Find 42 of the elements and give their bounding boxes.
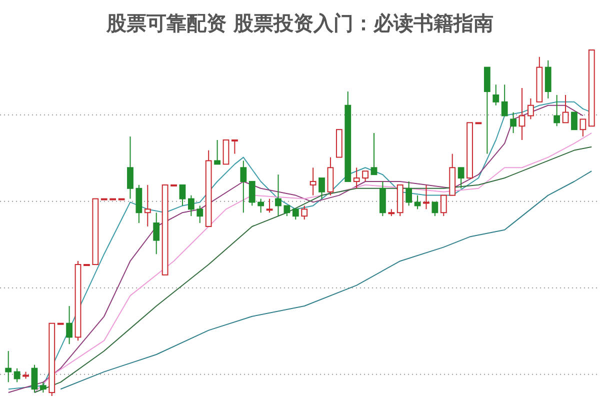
candlestick xyxy=(554,94,560,127)
candlestick xyxy=(571,112,578,130)
candlestick xyxy=(440,194,447,217)
candlestick xyxy=(528,98,534,120)
candlestick xyxy=(310,167,316,196)
candlestick xyxy=(406,180,412,206)
candlestick xyxy=(318,178,325,200)
candlestick xyxy=(275,174,282,217)
candlestick xyxy=(423,184,430,210)
candlestick xyxy=(214,139,220,165)
candlestick xyxy=(414,194,421,210)
candlestick xyxy=(179,184,186,206)
candlestick xyxy=(458,167,464,189)
candlestick xyxy=(580,118,586,137)
candlestick xyxy=(31,364,38,394)
candlestick xyxy=(144,184,151,227)
candlestick xyxy=(66,306,72,345)
candlestick xyxy=(196,205,204,224)
candlestick xyxy=(510,112,516,134)
candlestick xyxy=(40,382,46,394)
candlestick xyxy=(492,84,500,106)
candlestick xyxy=(127,136,134,200)
candlestick xyxy=(5,350,12,383)
candlestick xyxy=(501,84,508,116)
candlestick xyxy=(292,208,299,220)
chart-title: 股票可靠配资 股票投资入门：必读书籍指南 xyxy=(106,11,494,35)
candlestick xyxy=(188,194,194,217)
candlestick xyxy=(266,198,273,214)
candlestick xyxy=(232,139,238,154)
candlestick xyxy=(518,88,526,140)
candlestick xyxy=(432,202,438,217)
candlestick xyxy=(258,198,264,214)
candlestick xyxy=(353,167,360,189)
candlestick xyxy=(248,180,256,206)
candlestick xyxy=(153,212,160,255)
candlestick xyxy=(240,160,247,214)
candlestick xyxy=(362,170,368,182)
candlestick xyxy=(370,132,378,176)
candlestick xyxy=(284,205,290,217)
candlestick xyxy=(562,94,569,124)
candlestick xyxy=(301,205,308,220)
candlestick xyxy=(14,368,20,383)
